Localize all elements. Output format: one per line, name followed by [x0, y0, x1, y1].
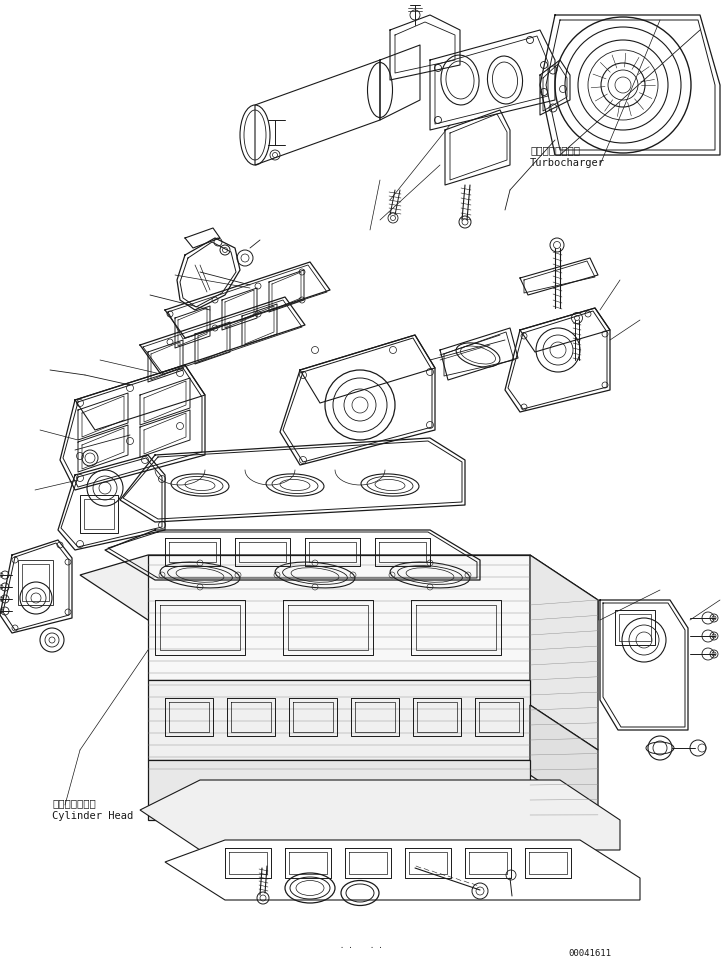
Text: Turbocharger: Turbocharger: [530, 158, 605, 168]
Text: 00041611: 00041611: [568, 949, 611, 958]
Polygon shape: [530, 705, 598, 820]
Circle shape: [702, 612, 714, 624]
Circle shape: [237, 250, 253, 266]
Text: Cylinder Head: Cylinder Head: [52, 811, 133, 821]
Circle shape: [601, 63, 645, 107]
Bar: [619, 614, 651, 641]
Bar: [22, 564, 49, 601]
Text: . .: . .: [340, 943, 353, 949]
Polygon shape: [255, 60, 380, 165]
Polygon shape: [80, 555, 598, 620]
Bar: [84, 499, 114, 529]
Polygon shape: [140, 780, 620, 850]
Polygon shape: [165, 840, 640, 900]
Bar: [615, 610, 655, 645]
Text: ターボチャージャ: ターボチャージャ: [530, 145, 580, 155]
Polygon shape: [148, 555, 530, 680]
Circle shape: [702, 630, 714, 642]
Text: . .: . .: [370, 943, 383, 949]
Bar: [18, 560, 53, 605]
Circle shape: [702, 648, 714, 660]
Text: シリンダヘッド: シリンダヘッド: [52, 798, 96, 808]
Polygon shape: [530, 555, 598, 750]
Polygon shape: [148, 680, 530, 760]
Bar: [80, 495, 118, 533]
Polygon shape: [148, 760, 530, 820]
